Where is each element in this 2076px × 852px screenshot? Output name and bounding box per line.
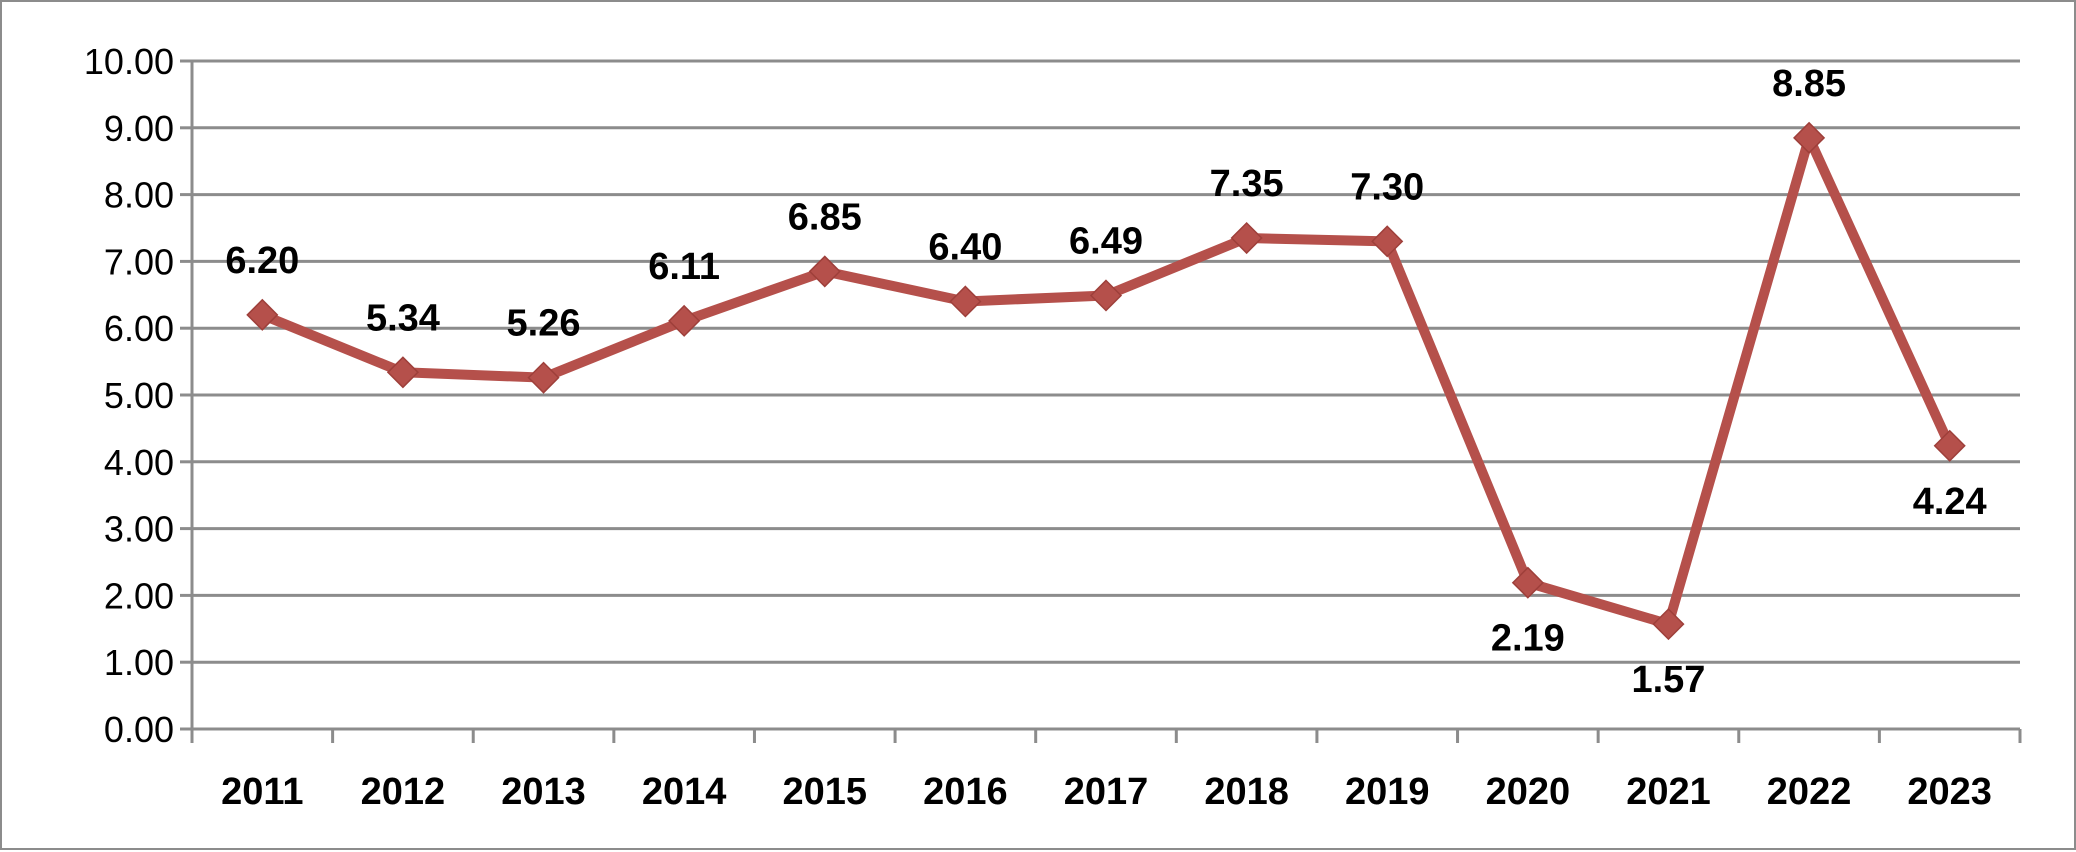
- data-label: 2.19: [1491, 618, 1565, 660]
- x-tick-label: 2011: [221, 771, 303, 813]
- data-point-marker: [1230, 221, 1263, 255]
- y-tick-label: 6.00: [104, 308, 174, 349]
- data-label: 8.85: [1772, 63, 1846, 105]
- x-tick-label: 2012: [361, 771, 446, 813]
- data-label: 7.35: [1210, 163, 1284, 205]
- data-label: 6.11: [648, 246, 720, 288]
- data-label: 4.24: [1913, 481, 1987, 523]
- data-label: 1.57: [1631, 659, 1705, 701]
- y-tick-label: 9.00: [104, 108, 174, 149]
- data-label: 6.40: [928, 226, 1002, 268]
- x-tick-label: 2018: [1204, 771, 1289, 813]
- x-tick-label: 2020: [1486, 771, 1571, 813]
- data-point-marker: [1652, 608, 1685, 641]
- data-point-marker: [1793, 121, 1826, 154]
- y-tick-label: 1.00: [104, 642, 174, 683]
- data-point-marker: [1089, 279, 1123, 312]
- data-point-marker: [949, 285, 982, 318]
- y-tick-label: 2.00: [104, 575, 174, 616]
- x-tick-label: 2015: [782, 771, 867, 813]
- series-line: [257, 132, 1955, 630]
- x-tick-label: 2019: [1345, 771, 1430, 813]
- y-tick-label: 10.00: [84, 41, 174, 82]
- data-label: 5.34: [366, 297, 440, 339]
- data-label: 6.85: [788, 196, 862, 238]
- data-label: 6.49: [1069, 220, 1143, 262]
- data-point-marker: [527, 361, 560, 394]
- data-point-marker: [1933, 429, 1966, 462]
- data-point-marker: [808, 255, 841, 288]
- y-tick-label: 5.00: [104, 375, 174, 416]
- x-tick-label: 2017: [1064, 771, 1149, 813]
- y-tick-label: 0.00: [104, 709, 174, 750]
- y-tick-label: 4.00: [104, 442, 174, 483]
- data-point-marker: [668, 304, 701, 337]
- x-tick-label: 2013: [501, 771, 586, 813]
- x-tick-label: 2014: [642, 771, 727, 813]
- data-point-marker: [1371, 225, 1404, 258]
- y-tick-label: 3.00: [104, 509, 174, 550]
- data-label: 6.20: [225, 240, 299, 282]
- data-label: 5.26: [507, 303, 581, 345]
- y-tick-label: 7.00: [104, 241, 174, 282]
- data-point-marker: [1511, 566, 1544, 599]
- x-tick-label: 2023: [1907, 771, 1992, 813]
- data-label: 7.30: [1350, 166, 1424, 208]
- x-tick-label: 2021: [1626, 771, 1711, 813]
- x-tick-label: 2022: [1767, 771, 1852, 813]
- data-point-marker: [246, 298, 279, 331]
- x-tick-label: 2016: [923, 771, 1008, 813]
- data-point-marker: [386, 356, 419, 389]
- y-tick-label: 8.00: [104, 175, 174, 216]
